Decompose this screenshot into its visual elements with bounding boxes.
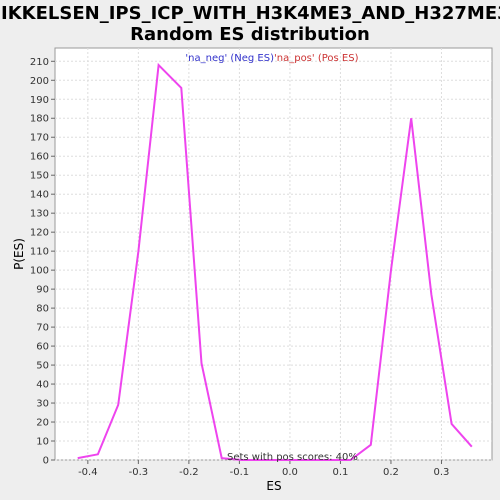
- y-tick-label: 150: [30, 171, 49, 182]
- y-tick-label: 0: [43, 456, 49, 467]
- x-tick-label: 0.0: [282, 467, 298, 478]
- axis-ticks: 0 10 20 30 40 50 60 70 80 90 100 110 120 130 140 150 160…: [30, 57, 450, 478]
- y-tick-label: 10: [36, 437, 49, 448]
- chart-title-line-2: Random ES distribution: [130, 24, 370, 45]
- y-tick-label: 200: [30, 76, 49, 87]
- x-tick-label: -0.3: [129, 467, 149, 478]
- legend-entry-pos: 'na_pos' (Pos ES): [274, 53, 359, 64]
- y-tick-label: 130: [30, 209, 49, 220]
- y-tick-label: 160: [30, 152, 49, 163]
- plot-area: [54, 47, 493, 461]
- x-tick-label: 0.2: [383, 467, 399, 478]
- y-tick-label: 180: [30, 114, 49, 125]
- y-tick-label: 80: [36, 304, 49, 315]
- y-tick-label: 70: [36, 323, 49, 334]
- chart-title-line-1: MIKKELSEN_IPS_ICP_WITH_H3K4ME3_AND_H327M…: [0, 3, 500, 24]
- grid-lines: [55, 48, 492, 461]
- x-tick-label: -0.4: [78, 467, 98, 478]
- y-tick-label: 40: [36, 380, 49, 391]
- y-tick-label: 30: [36, 399, 49, 410]
- y-tick-label: 100: [30, 266, 49, 277]
- y-tick-label: 60: [36, 342, 49, 353]
- y-tick-label: 20: [36, 418, 49, 429]
- legend-entry-neg: 'na_neg' (Neg ES): [185, 53, 274, 64]
- series-line: [77, 62, 473, 461]
- y-tick-label: 210: [30, 57, 49, 68]
- x-axis-label: ES: [266, 479, 281, 493]
- x-tick-label: 0.3: [434, 467, 450, 478]
- y-tick-label: 170: [30, 133, 49, 144]
- y-tick-label: 110: [30, 247, 49, 258]
- y-tick-label: 140: [30, 190, 49, 201]
- pos-scores-annotation: Sets with pos scores: 40%: [227, 452, 358, 463]
- y-tick-label: 50: [36, 361, 49, 372]
- x-tick-label: -0.1: [230, 467, 250, 478]
- y-tick-label: 190: [30, 95, 49, 106]
- y-tick-label: 120: [30, 228, 49, 239]
- x-tick-label: 0.1: [332, 467, 348, 478]
- x-tick-label: -0.2: [179, 467, 199, 478]
- y-axis-label: P(ES): [12, 238, 26, 270]
- y-tick-label: 90: [36, 285, 49, 296]
